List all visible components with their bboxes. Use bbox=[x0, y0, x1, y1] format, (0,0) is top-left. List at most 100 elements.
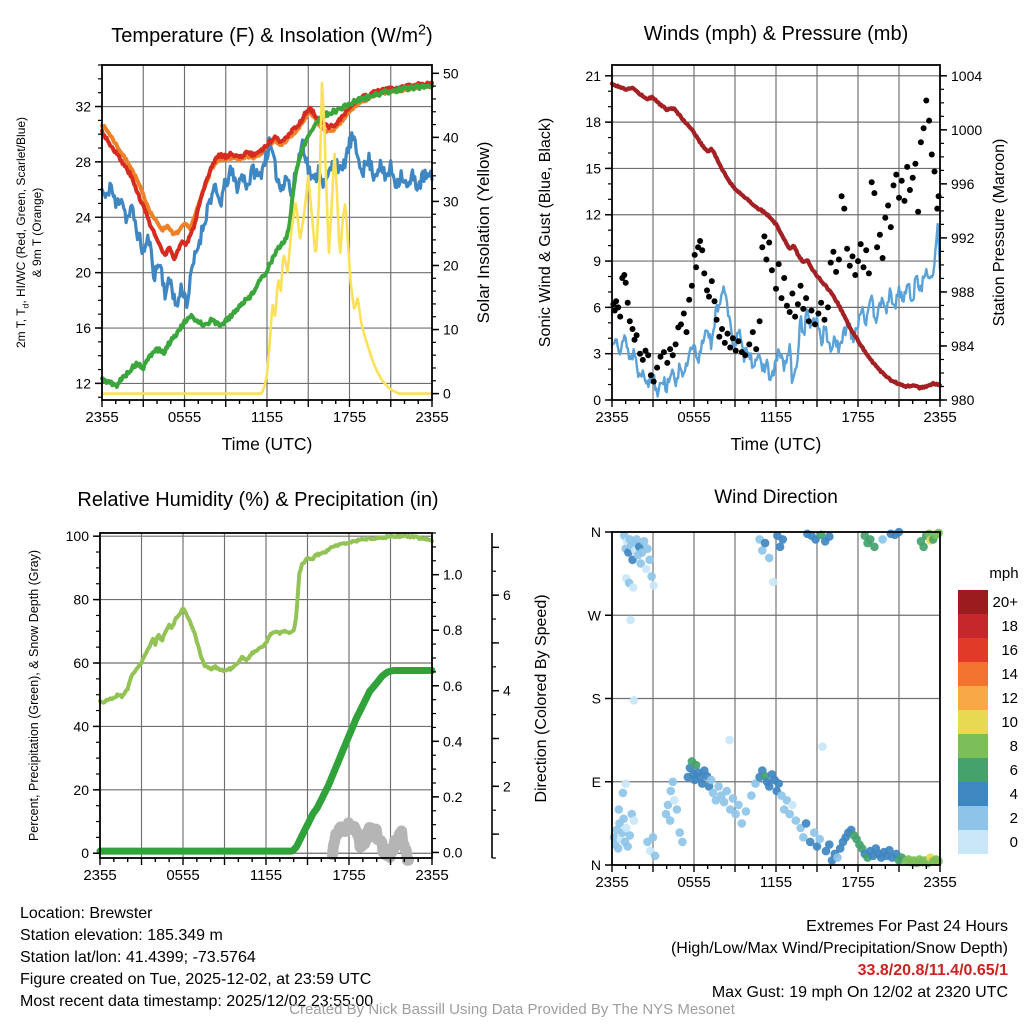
series-snow-depth bbox=[326, 817, 414, 866]
series-wind-direction-points bbox=[609, 527, 943, 868]
y-tick-label: 0 bbox=[81, 845, 89, 861]
legend-label: 14 bbox=[1001, 666, 1018, 683]
extremes-subtitle: (High/Low/Max Wind/Precipitation/Snow De… bbox=[670, 940, 1008, 957]
figure-created: Figure created on Tue, 2025-12-02, at 23… bbox=[20, 971, 372, 988]
x-tick-label: 0555 bbox=[677, 874, 710, 891]
station-latlon: Station lat/lon: 41.4399; -73.5764 bbox=[20, 949, 256, 966]
y-tick-label: 21 bbox=[585, 68, 601, 84]
chart-title: Wind Direction bbox=[714, 487, 838, 508]
legend-label: 18 bbox=[1001, 618, 1018, 635]
y-tick-label: 15 bbox=[585, 160, 601, 176]
data-timestamp: Most recent data timestamp: 2025/12/02 2… bbox=[20, 993, 374, 1010]
extremes-title: Extremes For Past 24 Hours bbox=[806, 918, 1008, 935]
x-tick-label: 0555 bbox=[166, 867, 199, 884]
y-tick-label: 6 bbox=[593, 299, 601, 315]
y-tick-label: E bbox=[592, 774, 601, 790]
x-tick-label: 2355 bbox=[85, 409, 118, 426]
y-tick-label: 1.0 bbox=[443, 567, 463, 583]
x-tick-label: 1755 bbox=[333, 409, 366, 426]
y-tick-label: 10 bbox=[443, 322, 459, 338]
station-info: Location: Brewster Station elevation: 18… bbox=[20, 903, 373, 1013]
legend-label: 6 bbox=[1010, 762, 1018, 779]
x-tick-label: 1155 bbox=[250, 867, 282, 884]
legend-label: 0 bbox=[1010, 834, 1018, 851]
y-tick-label: 100 bbox=[66, 528, 90, 544]
y-tick-label: 28 bbox=[75, 154, 91, 170]
y-tick-label: 0.8 bbox=[443, 622, 463, 638]
x-tick-label: 1755 bbox=[841, 874, 874, 891]
series-group bbox=[609, 527, 943, 868]
series-dewpoint bbox=[100, 83, 434, 389]
series-station-pressure bbox=[609, 81, 943, 391]
y-axis-label: & 9m T (Orange) bbox=[30, 188, 44, 278]
y-tick-label: 20 bbox=[73, 782, 89, 798]
y-tick-label: 9 bbox=[593, 253, 601, 269]
y-axis-label: Solar Insolation (Yellow) bbox=[474, 142, 493, 324]
y-tick-label: 984 bbox=[951, 338, 975, 354]
y-axis-label: Station Pressure (Maroon) bbox=[991, 139, 1008, 327]
y-tick-label: 80 bbox=[73, 592, 89, 608]
legend-label: 16 bbox=[1001, 642, 1018, 659]
station-location: Location: Brewster bbox=[20, 905, 153, 922]
x-tick-label: 2355 bbox=[923, 874, 956, 891]
x-tick-label: 2355 bbox=[415, 867, 448, 884]
y-tick-label: 32 bbox=[75, 99, 91, 115]
credit-line: Created By Nick Bassill Using Data Provi… bbox=[289, 1001, 735, 1018]
legend-label: 12 bbox=[1001, 690, 1018, 707]
y-tick-label: S bbox=[592, 691, 601, 707]
x-axis-label: Time (UTC) bbox=[222, 434, 313, 454]
legend-label: 8 bbox=[1010, 738, 1018, 755]
series-solar-insolation bbox=[100, 81, 434, 395]
y-tick-label: 3 bbox=[593, 346, 601, 362]
series-group bbox=[100, 80, 434, 395]
x-tick-label: 0555 bbox=[677, 409, 710, 426]
x-tick-label: 2355 bbox=[595, 409, 628, 426]
y-tick-label: 50 bbox=[443, 65, 459, 81]
y-axis-label: 2m T, Td​, HI/WC (Red, Green, Scarlet/Bl… bbox=[14, 117, 30, 348]
y-tick-label: 996 bbox=[951, 176, 975, 192]
x-tick-label: 1755 bbox=[332, 867, 365, 884]
x-tick-label: 2355 bbox=[923, 409, 956, 426]
series-sonic-wind bbox=[610, 222, 942, 398]
x-tick-label: 2355 bbox=[83, 867, 116, 884]
chart-title: Relative Humidity (%) & Precipitation (i… bbox=[77, 489, 438, 511]
y-tick-label: 20 bbox=[75, 265, 91, 281]
y-tick-label: 0.0 bbox=[443, 844, 463, 860]
legend-label: 2 bbox=[1010, 810, 1018, 827]
extremes-info: Extremes For Past 24 Hours (High/Low/Max… bbox=[671, 916, 1008, 1004]
y-tick-label: 0.2 bbox=[443, 789, 463, 805]
series-relative-humidity bbox=[98, 533, 434, 705]
y-tick-label: 6.0 bbox=[503, 587, 512, 603]
y-tick-label: 40 bbox=[443, 129, 459, 145]
x-tick-label: 2355 bbox=[595, 874, 628, 891]
max-gust: Max Gust: 19 mph On 12/02 at 2320 UTC bbox=[711, 984, 1008, 1001]
chart-title: Winds (mph) & Pressure (mb) bbox=[644, 23, 909, 45]
y-tick-label: 30 bbox=[443, 193, 459, 209]
y-tick-label: N bbox=[591, 524, 601, 540]
legend-label: 20+ bbox=[993, 594, 1019, 611]
legend-label: 4 bbox=[1010, 786, 1018, 803]
y-tick-label: 12 bbox=[585, 207, 601, 223]
y-tick-label: 0.4 bbox=[443, 733, 463, 749]
x-tick-label: 2355 bbox=[415, 409, 448, 426]
x-tick-label: 1755 bbox=[841, 409, 874, 426]
y-tick-label: 12 bbox=[75, 375, 91, 391]
y-tick-label: 0 bbox=[593, 392, 601, 408]
speed-legend: mph 20+ 18 16 14 12 10 8 6 4 2 0 bbox=[958, 565, 1019, 854]
series-group bbox=[96, 533, 436, 866]
chart-title: Temperature (F) & Insolation (W/m2​) bbox=[111, 22, 432, 47]
y-axis-label: Sonic Wind & Gust (Blue, Black) bbox=[537, 118, 554, 347]
y-tick-label: 18 bbox=[585, 114, 601, 130]
y-tick-label: 4.0 bbox=[503, 683, 512, 699]
series-wind-gust-dots bbox=[610, 97, 942, 385]
y-tick-label: 1004 bbox=[951, 68, 982, 84]
y-tick-label: 60 bbox=[73, 655, 89, 671]
y-tick-label: 988 bbox=[951, 284, 975, 300]
y-tick-label: 0.6 bbox=[443, 678, 463, 694]
x-tick-label: 0555 bbox=[168, 409, 201, 426]
temperature-insolation-chart: Temperature (F) & Insolation (W/m2​) 2355… bbox=[14, 22, 493, 454]
y-tick-label: 24 bbox=[75, 209, 91, 225]
y-tick-label: 992 bbox=[951, 230, 975, 246]
